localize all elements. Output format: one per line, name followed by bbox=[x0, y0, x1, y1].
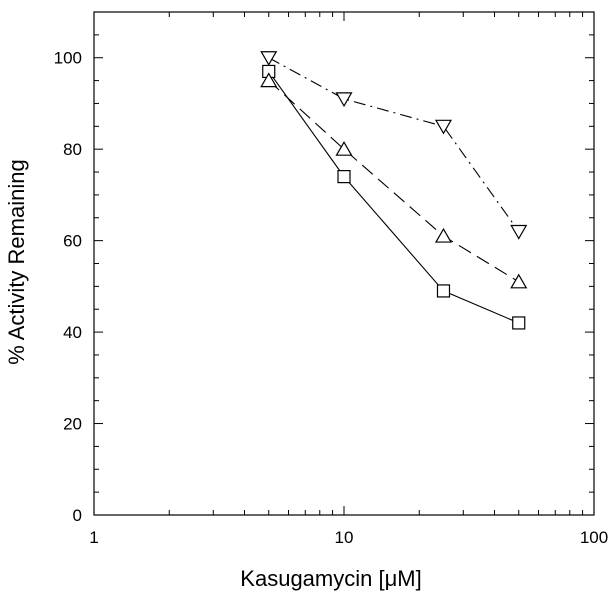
y-tick-label: 80 bbox=[63, 140, 82, 159]
data-point-square bbox=[337, 170, 351, 184]
data-point-triangle-down bbox=[260, 51, 278, 66]
x-tick-label: 1 bbox=[89, 528, 98, 547]
y-tick-label: 0 bbox=[73, 506, 82, 525]
series-line bbox=[268, 80, 520, 283]
x-tick-label: 10 bbox=[335, 528, 354, 547]
x-axis-label: Kasugamycin [μM] bbox=[240, 566, 421, 591]
y-axis-label: % Activity Remaining bbox=[4, 159, 29, 364]
series-group bbox=[260, 51, 528, 330]
y-tick-label: 20 bbox=[63, 415, 82, 434]
y-tick-label: 100 bbox=[54, 49, 82, 68]
data-point-triangle-down bbox=[335, 92, 353, 108]
x-tick-label: 100 bbox=[580, 528, 608, 547]
data-point-triangle-up bbox=[260, 72, 278, 88]
data-point-square bbox=[512, 316, 526, 330]
data-point-triangle-up bbox=[335, 140, 353, 156]
data-point-triangle-down bbox=[510, 224, 528, 240]
data-point-square bbox=[436, 284, 451, 298]
series-line bbox=[268, 57, 520, 232]
y-tick-label: 60 bbox=[63, 232, 82, 251]
data-point-triangle-up bbox=[510, 273, 528, 289]
y-tick-label: 40 bbox=[63, 323, 82, 342]
plot-frame bbox=[93, 11, 595, 516]
data-point-triangle-up bbox=[434, 227, 453, 243]
data-point-triangle-down bbox=[434, 119, 453, 135]
series-line bbox=[268, 71, 519, 324]
axes: 0 20 40 60 80 100 1 10 100 bbox=[54, 11, 608, 547]
